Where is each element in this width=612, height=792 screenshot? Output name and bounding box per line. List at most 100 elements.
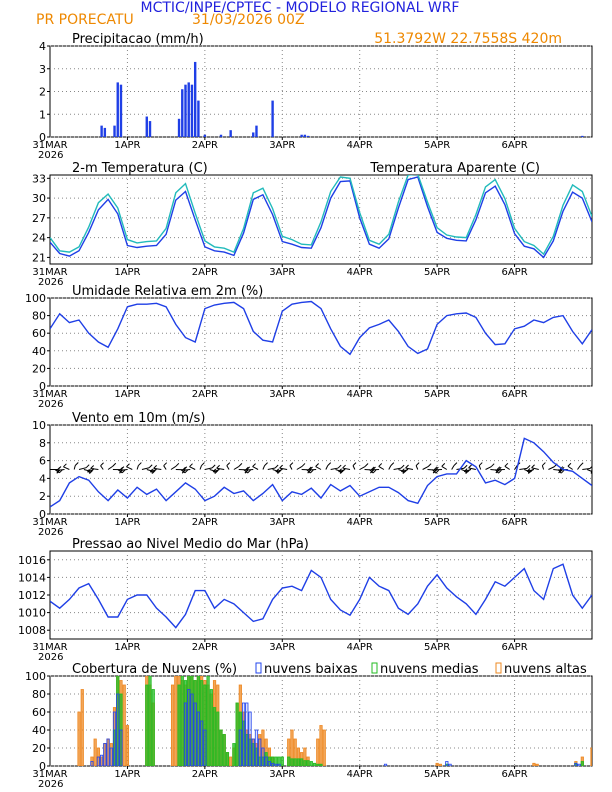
wind-barb-flag: [112, 462, 117, 467]
wind-barb-flag: [56, 467, 61, 471]
y-tick-label: 1: [39, 108, 46, 121]
x-tick-label: 6APR: [501, 140, 527, 151]
panel-title: Cobertura de Nuvens (%): [72, 662, 237, 677]
cloud-bar: [319, 725, 323, 766]
wind-barb: [577, 465, 581, 470]
legend-label: Temperatura Aparente (C): [369, 161, 540, 176]
wind-barb-flag: [542, 462, 546, 466]
wind-barb: [63, 466, 70, 470]
wind-barb-flag: [121, 469, 126, 474]
wind-barb-flag: [427, 463, 432, 467]
x-tick-label: 4APR: [347, 140, 373, 151]
x-tick-label: 6APR: [501, 642, 527, 653]
wind-barb-flag: [337, 464, 342, 469]
wind-barb-flag: [277, 470, 282, 474]
wind-barb-flag: [301, 463, 306, 467]
cloud-bar: [290, 729, 294, 766]
y-tick-label: 2: [39, 86, 46, 99]
cloud-bar: [383, 763, 388, 766]
y-tick-label: 20: [32, 742, 46, 755]
wind-barb-flag: [138, 462, 142, 466]
cloud-bar: [322, 729, 326, 766]
y-tick-label: 60: [32, 327, 46, 340]
series-line: [50, 176, 592, 259]
cloud-bar: [93, 738, 97, 766]
wind-barb-flag: [495, 469, 500, 474]
wind-barb: [398, 469, 406, 473]
wind-barb-flag: [589, 465, 592, 469]
precip-bar: [255, 125, 258, 137]
panel-title: Pressao ao Nivel Medio do Mar (hPa): [72, 537, 309, 552]
wind-barb-flag: [504, 462, 509, 467]
x-tick-label: 6APR: [501, 267, 527, 278]
cloud-bar: [445, 761, 449, 766]
cloud-bar: [287, 738, 291, 766]
wind-barb-flag: [189, 463, 193, 468]
wind-barb-flag: [252, 463, 256, 467]
wind-barb: [388, 465, 392, 470]
wind-barb-flag: [119, 466, 123, 471]
plot-area: [50, 563, 592, 629]
wind-barb: [359, 466, 366, 470]
precip-bar: [177, 118, 181, 137]
cloud-bar: [235, 702, 239, 766]
legend-swatch: [255, 662, 262, 674]
wind-barb: [401, 469, 409, 473]
wind-barb-flag: [89, 470, 93, 474]
wind-barb: [342, 467, 351, 470]
wind-barb: [325, 465, 329, 470]
wind-barb-flag: [119, 469, 123, 474]
cloud-bar: [251, 738, 255, 766]
x-start-year: 2026: [38, 399, 63, 410]
wind-barb-flag: [56, 469, 61, 474]
wind-barb-flag: [468, 464, 472, 469]
wind-barb-flag: [378, 463, 383, 467]
wind-barb-flag: [315, 463, 320, 467]
x-tick-label: 4APR: [347, 642, 373, 653]
wind-barb: [90, 467, 99, 470]
wind-barb: [163, 465, 167, 470]
y-tick-label: 0: [39, 508, 46, 521]
wind-barb-flag: [238, 463, 243, 467]
wind-barb: [441, 465, 448, 470]
cloud-bar: [90, 761, 94, 766]
wind-barb: [153, 467, 162, 470]
x-start-label: 31MAR: [32, 769, 67, 780]
x-tick-label: 2APR: [192, 517, 218, 528]
wind-barb-flag: [214, 470, 219, 474]
wind-barb-flag: [184, 469, 189, 474]
wind-barb: [141, 467, 150, 470]
y-tick-label: 27: [32, 212, 46, 225]
cloud-bar: [151, 689, 155, 766]
wind-barb: [415, 465, 419, 470]
cloud-bar: [245, 702, 249, 766]
wind-barb: [56, 469, 65, 471]
wind-barb-flag: [151, 470, 156, 474]
cloud-bar: [241, 702, 246, 766]
y-tick-label: 40: [32, 724, 46, 737]
wind-barb: [451, 465, 455, 470]
cloud-bar: [271, 756, 275, 766]
wind-barb-flag: [289, 462, 294, 466]
cloud-bar: [183, 702, 188, 766]
precip-bar: [581, 135, 584, 137]
y-tick-label: 4: [39, 472, 46, 485]
wind-barb-flag: [153, 465, 157, 469]
x-tick-label: 1APR: [114, 769, 140, 780]
cloud-bar: [293, 758, 297, 766]
wind-barb-flag: [402, 470, 407, 474]
cloud-bar: [174, 676, 178, 766]
cloud-bar: [319, 763, 323, 766]
wind-barb: [226, 465, 230, 470]
cloud-bar: [577, 763, 581, 766]
cloud-bar: [196, 711, 201, 766]
cloud-bar: [306, 760, 310, 766]
wind-barb-flag: [526, 465, 531, 469]
x-tick-label: 2APR: [192, 267, 218, 278]
wind-barb-flag: [279, 464, 283, 469]
panel-frame: [49, 297, 593, 387]
y-tick-label: 30: [32, 192, 46, 205]
wind-barb: [315, 466, 322, 470]
